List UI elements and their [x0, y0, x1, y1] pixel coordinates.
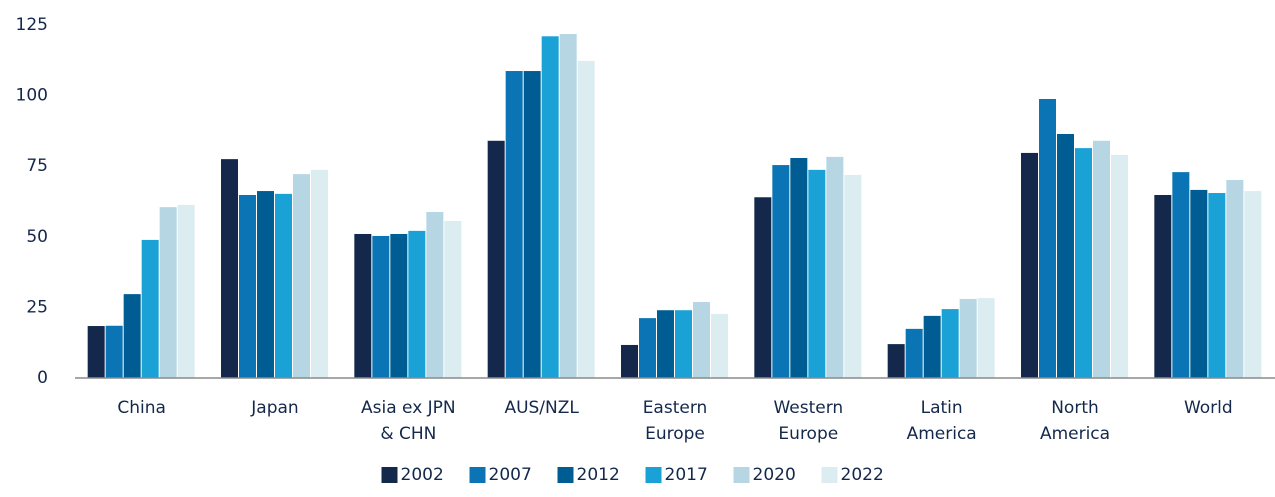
bar	[1172, 172, 1190, 378]
bar	[1075, 148, 1092, 378]
bar	[711, 313, 728, 378]
bar	[808, 169, 826, 378]
bar	[275, 193, 292, 378]
y-tick-label: 50	[26, 227, 48, 247]
legend-swatch	[381, 467, 398, 483]
bar	[693, 302, 710, 378]
y-tick-label: 75	[26, 156, 48, 176]
x-tick-label: Asia ex JPN & CHN	[361, 398, 456, 444]
bar	[311, 169, 328, 378]
bar	[87, 326, 105, 378]
bar	[754, 197, 772, 378]
bar	[887, 344, 905, 378]
bar	[772, 165, 790, 378]
x-tick-label: Latin America	[907, 398, 977, 444]
bar	[977, 298, 995, 378]
bar	[1057, 134, 1074, 378]
bar	[257, 191, 274, 378]
bar	[523, 71, 541, 379]
bar	[844, 174, 862, 378]
legend-label: 2007	[489, 465, 532, 485]
bar	[177, 204, 195, 378]
bar	[123, 294, 141, 378]
bar	[1244, 191, 1262, 378]
bar	[541, 36, 559, 379]
legend-swatch	[733, 467, 750, 483]
x-tick-label: Western Europe	[773, 398, 843, 444]
x-tick-label: Japan	[250, 398, 298, 418]
x-tick-label: World	[1184, 398, 1233, 418]
y-tick-label: 125	[16, 15, 48, 35]
legend-swatch	[469, 467, 486, 483]
x-tick-label: AUS/NZL	[504, 398, 579, 418]
legend-label: 2017	[665, 465, 708, 485]
bar	[293, 174, 310, 378]
bar	[221, 159, 238, 378]
bar	[505, 71, 523, 379]
bar	[959, 298, 977, 378]
bar	[141, 239, 159, 378]
bar	[941, 309, 959, 378]
bar	[675, 310, 692, 378]
bar	[426, 211, 444, 378]
bar	[826, 156, 844, 378]
bar	[487, 140, 505, 378]
bar	[1111, 154, 1128, 378]
bar	[559, 34, 577, 378]
bar	[1190, 189, 1208, 378]
legend-swatch	[645, 467, 662, 483]
bar	[923, 315, 941, 378]
bar	[354, 233, 372, 378]
y-tick-label: 0	[37, 368, 48, 388]
bar	[639, 318, 656, 378]
bar	[1021, 152, 1038, 378]
bar	[444, 220, 462, 378]
bar	[408, 230, 426, 378]
bar	[1226, 180, 1244, 378]
bar	[790, 158, 808, 378]
bar	[372, 235, 390, 378]
y-tick-label: 100	[16, 86, 48, 106]
bar	[105, 325, 123, 378]
legend-label: 2020	[753, 465, 796, 485]
legend-label: 2022	[841, 465, 884, 485]
bar	[905, 328, 923, 378]
bar	[1208, 193, 1226, 378]
x-tick-label: Eastern Europe	[643, 398, 708, 444]
bar	[621, 344, 638, 378]
bar	[1093, 140, 1110, 378]
bar	[657, 310, 674, 378]
legend-label: 2002	[401, 465, 444, 485]
legend-label: 2012	[577, 465, 620, 485]
legend-swatch	[557, 467, 574, 483]
bar	[1039, 98, 1056, 378]
bar	[577, 60, 595, 378]
y-tick-label: 25	[26, 297, 48, 317]
bar	[1154, 195, 1172, 378]
legend-swatch	[821, 467, 838, 483]
bar	[239, 195, 256, 378]
x-tick-label: North America	[1040, 398, 1110, 444]
x-tick-label: China	[117, 398, 166, 418]
bar	[159, 207, 177, 378]
bar	[390, 233, 408, 378]
